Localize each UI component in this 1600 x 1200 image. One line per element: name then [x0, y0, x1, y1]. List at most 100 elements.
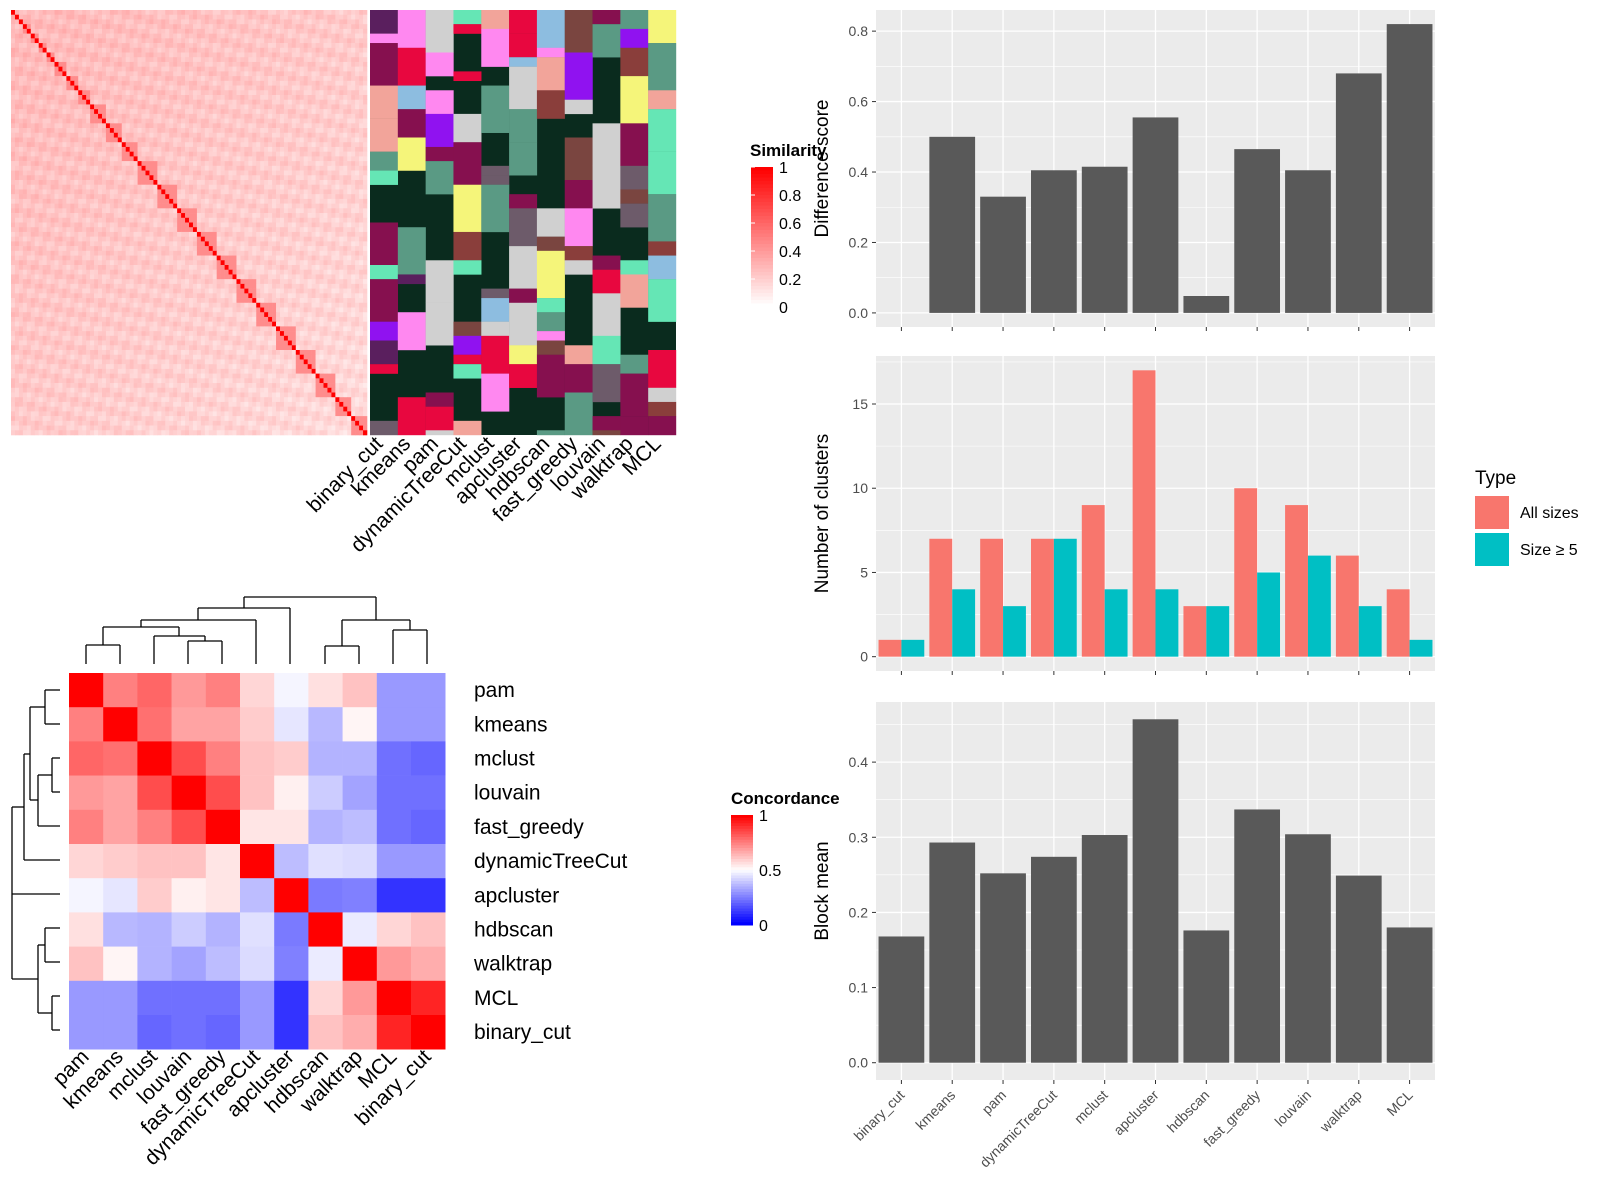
similarity-cell — [173, 76, 178, 82]
similarity-cell — [169, 213, 174, 219]
similarity-cell — [70, 175, 75, 181]
similarity-cell — [351, 222, 356, 228]
similarity-cell — [299, 90, 305, 96]
similarity-cell — [315, 71, 320, 77]
similarity-cell — [38, 52, 43, 58]
similarity-cell — [105, 260, 111, 266]
similarity-cell — [264, 194, 269, 200]
similarity-cell — [101, 43, 107, 49]
similarity-cell — [50, 113, 55, 119]
similarity-cell — [347, 71, 352, 77]
similarity-cell — [276, 222, 281, 228]
similarity-cell — [319, 104, 324, 110]
similarity-cell — [200, 203, 206, 209]
similarity-cell — [26, 198, 32, 204]
similarity-cell — [196, 213, 202, 219]
similarity-cell — [125, 118, 130, 124]
similarity-cell — [129, 208, 134, 214]
similarity-cell — [339, 213, 344, 219]
similarity-cell — [86, 255, 91, 261]
similarity-cell — [46, 66, 51, 72]
similarity-cell — [196, 203, 202, 209]
similarity-cell — [129, 109, 134, 115]
similarity-cell — [153, 113, 158, 119]
similarity-cell — [54, 132, 59, 138]
similarity-cell — [121, 132, 127, 138]
similarity-cell — [169, 85, 174, 91]
similarity-cell — [212, 66, 217, 72]
similarity-cell — [34, 236, 39, 242]
similarity-cell — [299, 203, 305, 209]
similarity-cell — [74, 76, 79, 82]
similarity-cell — [319, 90, 324, 96]
similarity-cell — [299, 118, 305, 124]
similarity-cell — [141, 38, 146, 44]
similarity-cell — [101, 104, 107, 110]
similarity-cell — [161, 222, 166, 228]
similarity-cell — [169, 66, 174, 72]
similarity-cell — [319, 217, 324, 223]
similarity-cell — [260, 90, 265, 96]
similarity-cell — [264, 95, 269, 101]
similarity-cell — [78, 246, 83, 252]
similarity-cell — [240, 231, 245, 237]
similarity-cell — [66, 113, 71, 119]
similarity-cell — [169, 265, 174, 271]
similarity-cell — [196, 80, 202, 86]
similarity-cell — [327, 246, 332, 252]
similarity-cell — [208, 43, 214, 49]
similarity-cell — [283, 76, 289, 82]
similarity-cell — [117, 76, 123, 82]
similarity-cell — [228, 76, 233, 82]
similarity-cell — [82, 255, 87, 261]
similarity-cell — [323, 128, 328, 134]
similarity-cell — [335, 66, 340, 72]
similarity-cell — [200, 231, 206, 237]
similarity-cell — [129, 175, 134, 181]
similarity-cell — [236, 137, 241, 143]
similarity-cell — [228, 217, 233, 223]
similarity-cell — [42, 95, 47, 101]
similarity-cell — [252, 241, 257, 247]
similarity-cell — [220, 52, 225, 58]
similarity-cell — [101, 10, 107, 16]
similarity-cell — [204, 99, 210, 105]
similarity-cell — [287, 38, 293, 44]
similarity-cell — [149, 269, 154, 275]
similarity-cell — [101, 194, 107, 200]
similarity-cell — [50, 95, 55, 101]
similarity-cell — [204, 71, 210, 77]
similarity-cell — [105, 184, 111, 190]
similarity-cell — [315, 189, 320, 195]
similarity-cell — [165, 137, 170, 143]
similarity-cell — [303, 71, 308, 77]
similarity-cell — [145, 14, 150, 20]
similarity-cell — [66, 90, 71, 96]
similarity-cell — [303, 146, 308, 152]
similarity-cell — [101, 222, 107, 228]
similarity-cell — [232, 71, 237, 77]
similarity-cell — [34, 227, 39, 233]
similarity-cell — [236, 113, 241, 119]
similarity-cell — [264, 61, 269, 67]
similarity-cell — [113, 184, 119, 190]
similarity-cell — [264, 180, 269, 186]
similarity-cell — [90, 175, 95, 181]
similarity-cell — [149, 52, 154, 58]
similarity-cell — [185, 184, 190, 190]
similarity-cell — [283, 236, 289, 242]
similarity-cell — [145, 208, 150, 214]
similarity-cell — [38, 255, 43, 261]
similarity-cell — [204, 175, 210, 181]
similarity-cell — [177, 24, 182, 30]
similarity-cell — [42, 90, 47, 96]
similarity-cell — [204, 156, 210, 162]
similarity-cell — [125, 265, 130, 271]
similarity-cell — [347, 175, 352, 181]
similarity-cell — [70, 38, 75, 44]
similarity-cell — [38, 104, 43, 110]
similarity-cell — [58, 165, 63, 171]
similarity-cell — [248, 113, 253, 119]
similarity-cell — [165, 265, 170, 271]
similarity-cell — [157, 113, 162, 119]
